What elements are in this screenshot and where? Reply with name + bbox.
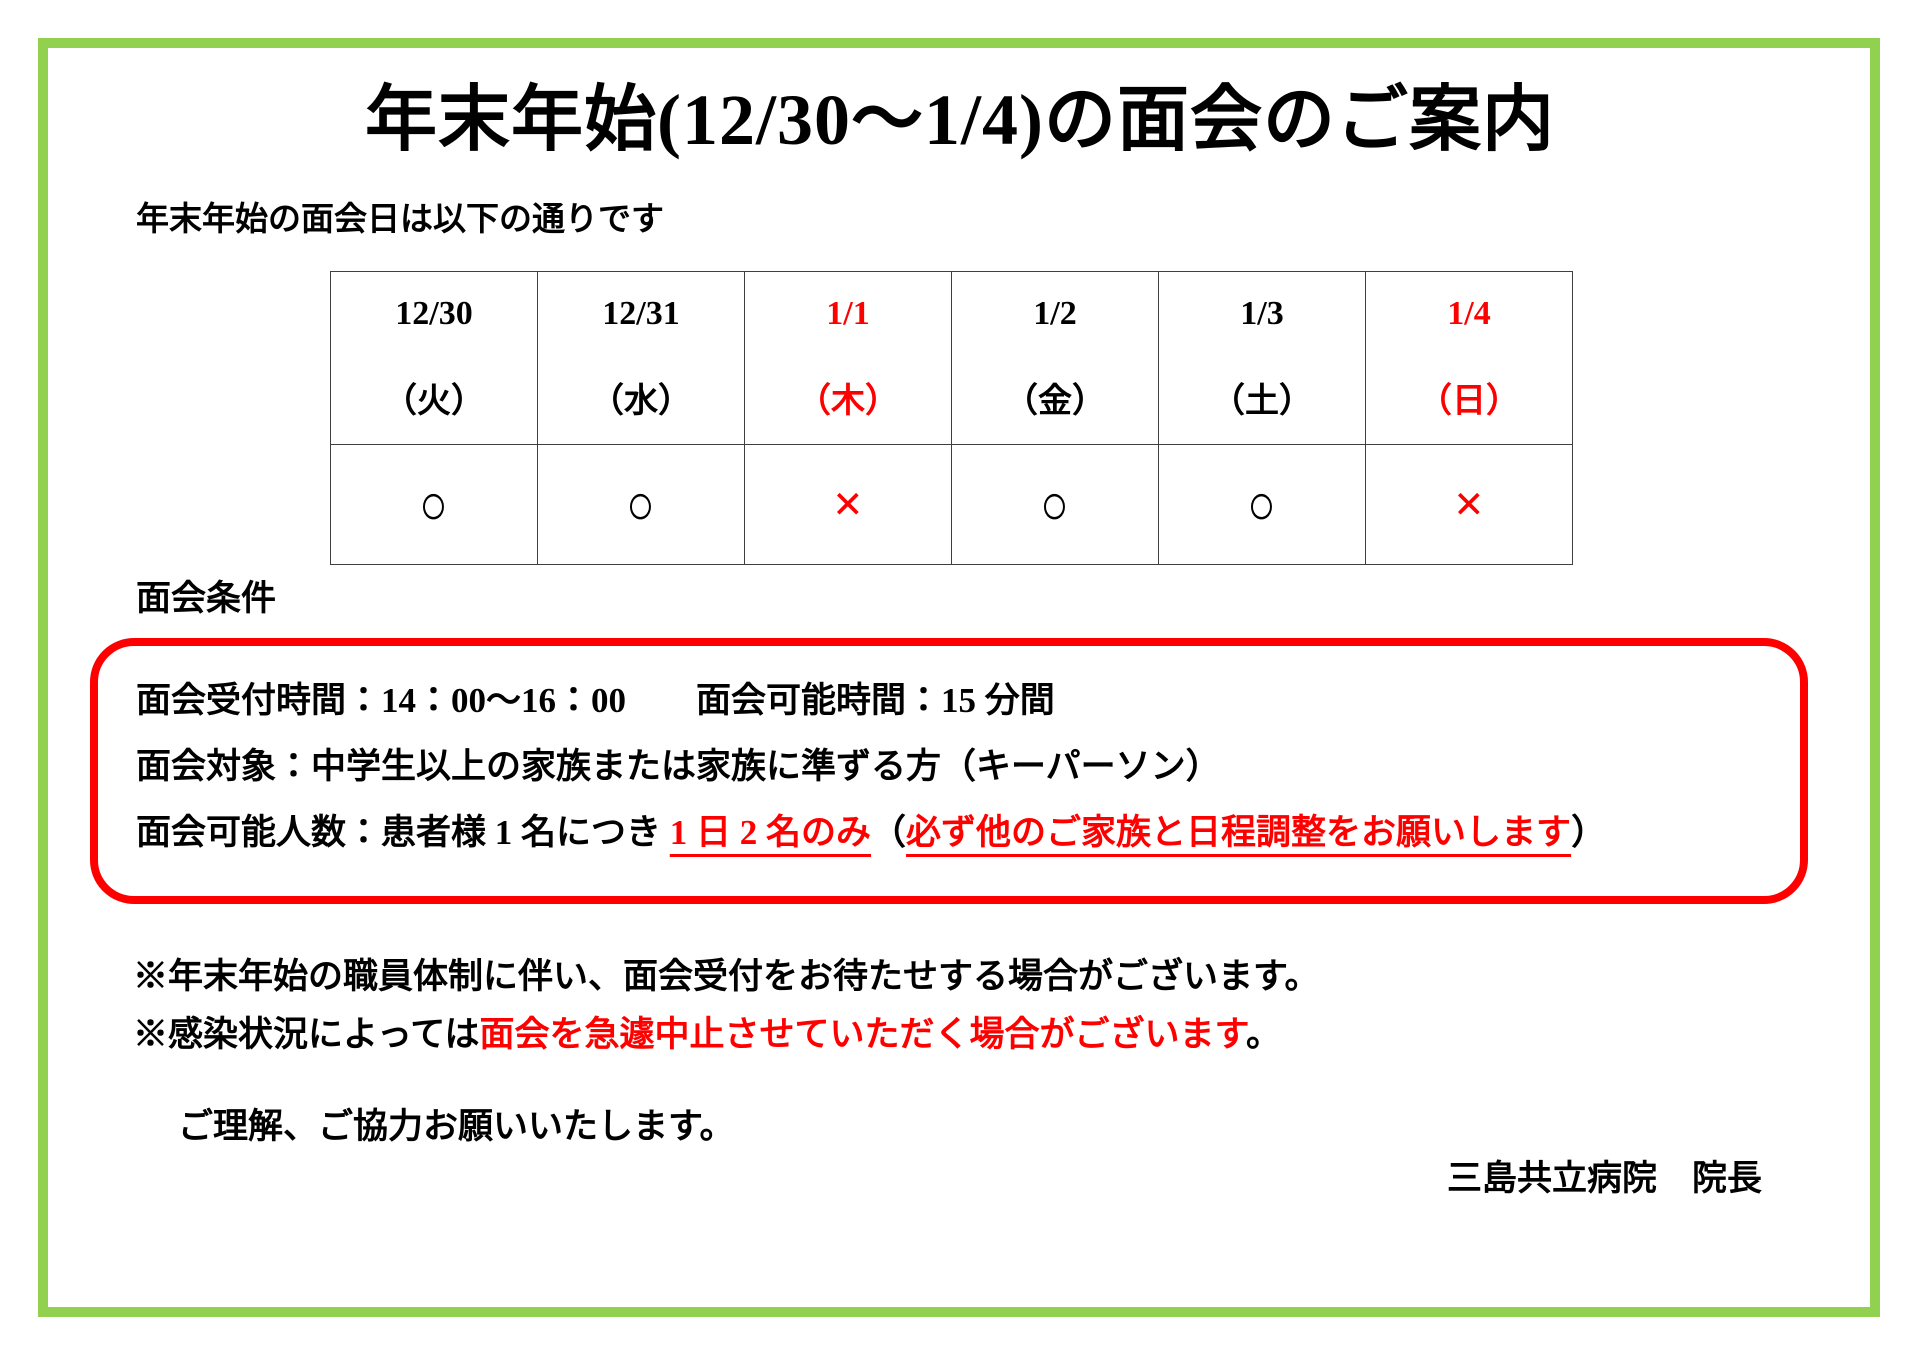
status-cell: × — [1365, 444, 1573, 565]
status-cell: ○ — [330, 444, 538, 565]
paren-open: （ — [871, 813, 907, 852]
note-infection: ※感染状況によっては面会を急遽中止させていただく場合がございます。 — [133, 1006, 1320, 1064]
condition-coordination-emphasis: 必ず他のご家族と日程調整をお願いします — [906, 813, 1572, 852]
weekday-label: （木） — [797, 383, 899, 420]
conditions-text: 面会受付時間：14：00～16：00 面会可能時間：15 分間 面会対象：中学生… — [136, 668, 1606, 866]
condition-hours-line: 面会受付時間：14：00～16：00 面会可能時間：15 分間 — [136, 681, 1055, 720]
date-label: 1/4 — [1447, 295, 1491, 332]
date-label: 12/30 — [395, 295, 473, 332]
date-cell-1-3: 1/3 （土） — [1158, 271, 1366, 445]
date-label: 1/1 — [826, 295, 870, 332]
circle-available-icon: ○ — [626, 471, 656, 537]
note-staffing: ※年末年始の職員体制に伴い、面会受付をお待たせする場合がございます。 — [133, 957, 1320, 996]
note-infection-period: 。 — [1246, 1015, 1282, 1054]
weekday-label: （水） — [590, 383, 692, 420]
date-cell-1-2: 1/2 （金） — [951, 271, 1159, 445]
date-label: 12/31 — [602, 295, 680, 332]
date-label: 1/3 — [1240, 295, 1284, 332]
weekday-label: （金） — [1004, 383, 1106, 420]
date-cell-1-1: 1/1 （木） — [744, 271, 952, 445]
paren-close: ） — [1571, 813, 1607, 852]
signature: 三島共立病院 院長 — [1446, 1159, 1762, 1198]
status-cell: × — [744, 444, 952, 565]
date-cell-12-31: 12/31 （水） — [537, 271, 745, 445]
circle-available-icon: ○ — [1247, 471, 1277, 537]
condition-limit-line: 面会可能人数：患者様 1 名につき 1 日 2 名のみ（必ず他のご家族と日程調整… — [136, 800, 1606, 866]
page-border — [38, 38, 1880, 1317]
visiting-schedule-table: 12/30 （火） 12/31 （水） 1/1 （木） — [330, 271, 1573, 565]
status-cell: ○ — [1158, 444, 1366, 565]
cross-unavailable-icon: × — [1454, 475, 1484, 533]
table-header-row: 12/30 （火） 12/31 （水） 1/1 （木） — [330, 271, 1573, 445]
closing-text: ご理解、ご協力お願いいたします。 — [178, 1107, 735, 1146]
conditions-highlight-box — [90, 638, 1808, 904]
cross-unavailable-icon: × — [833, 475, 863, 533]
conditions-heading: 面会条件 — [136, 579, 277, 618]
status-cell: ○ — [537, 444, 745, 565]
notes-block: ※年末年始の職員体制に伴い、面会受付をお待たせする場合がございます。 ※感染状況… — [133, 948, 1320, 1064]
note-infection-warning: 面会を急遽中止させていただく場合がございます — [479, 1015, 1247, 1054]
date-cell-12-30: 12/30 （火） — [330, 271, 538, 445]
condition-limit-prefix: 面会可能人数：患者様 1 名につき — [136, 813, 670, 852]
circle-available-icon: ○ — [419, 471, 449, 537]
date-cell-1-4: 1/4 （日） — [1365, 271, 1573, 445]
circle-available-icon: ○ — [1040, 471, 1070, 537]
condition-limit-emphasis: 1 日 2 名のみ — [669, 813, 872, 852]
weekday-label: （土） — [1211, 383, 1313, 420]
status-cell: ○ — [951, 444, 1159, 565]
page-title: 年末年始(12/30～1/4)の面会のご案内 — [365, 80, 1555, 160]
condition-visitors-line: 面会対象：中学生以上の家族または家族に準ずる方（キーパーソン） — [136, 747, 1221, 786]
weekday-label: （日） — [1418, 383, 1520, 420]
table-status-row: ○ ○ × ○ ○ × — [330, 444, 1573, 565]
intro-text: 年末年始の面会日は以下の通りです — [136, 202, 664, 238]
weekday-label: （火） — [383, 383, 485, 420]
note-infection-prefix: ※感染状況によっては — [133, 1015, 480, 1054]
date-label: 1/2 — [1033, 295, 1077, 332]
